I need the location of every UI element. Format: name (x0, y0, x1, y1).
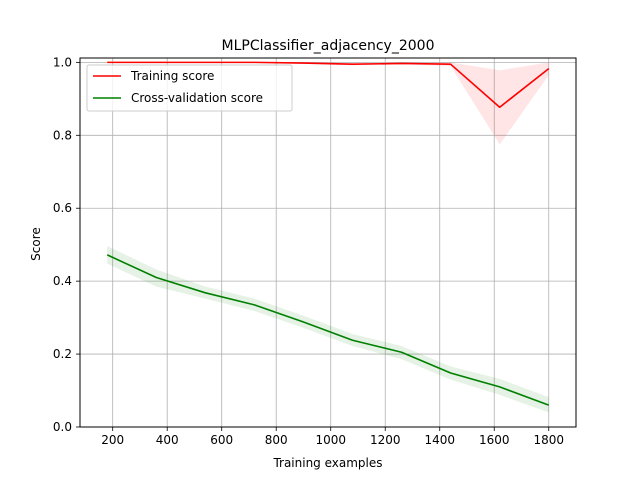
legend-box (86, 64, 293, 112)
legend: Training score Cross-validation score (86, 64, 293, 112)
x-tick-label: 600 (210, 433, 233, 447)
x-tick-label: 1800 (533, 433, 564, 447)
legend-label-training: Training score (130, 69, 214, 83)
x-axis-label: Training examples (272, 456, 382, 470)
band-training (107, 62, 549, 145)
x-tick-label: 200 (101, 433, 124, 447)
x-tick-label: 400 (156, 433, 179, 447)
y-tick-label: 0.4 (53, 274, 72, 288)
plot-area-frame (79, 57, 577, 428)
y-tick-label: 0.8 (53, 128, 72, 142)
x-tick-label: 1600 (479, 433, 510, 447)
y-tick-label: 0.6 (53, 201, 72, 215)
y-tick-label: 0.2 (53, 347, 72, 361)
y-axis-ticks: 0.0 0.2 0.4 0.6 0.8 1.0 (53, 55, 80, 434)
score-bands (107, 62, 549, 413)
y-axis-label: Score (29, 227, 43, 261)
score-lines (106, 61, 550, 406)
x-axis-ticks: 200 400 600 800 1000 1200 1400 1600 1800 (101, 427, 564, 447)
legend-label-cross-validation: Cross-validation score (131, 91, 263, 105)
y-tick-label: 1.0 (53, 55, 72, 69)
x-tick-label: 1400 (424, 433, 455, 447)
x-tick-label: 1000 (315, 433, 346, 447)
x-tick-label: 1200 (370, 433, 401, 447)
x-tick-label: 800 (265, 433, 288, 447)
band-cross-validation (107, 246, 549, 413)
line-training-score (107, 61, 550, 109)
line-cross-validation-score (106, 254, 550, 406)
chart-title: MLPClassifier_adjacency_2000 (222, 38, 435, 54)
y-tick-label: 0.0 (53, 420, 72, 434)
